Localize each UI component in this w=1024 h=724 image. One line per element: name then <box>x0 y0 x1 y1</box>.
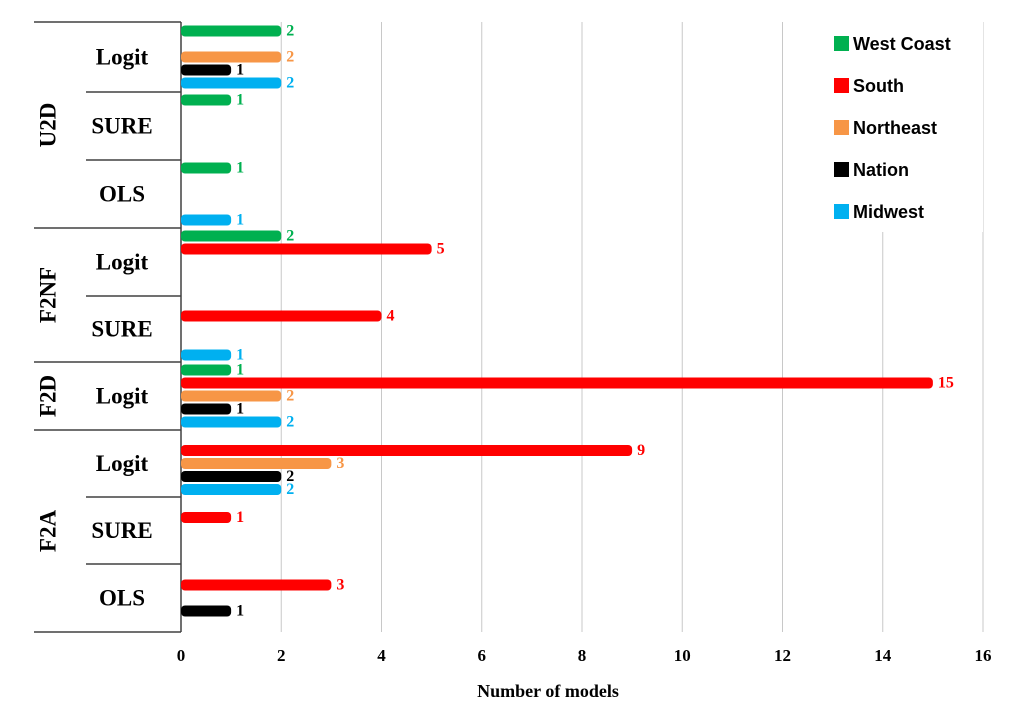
data-label: 2 <box>286 23 294 40</box>
category-label: Logit <box>96 250 149 275</box>
category-label: SURE <box>91 317 152 342</box>
legend-label: Nation <box>853 160 909 180</box>
bar <box>181 214 232 226</box>
bar <box>181 94 232 106</box>
data-label: 2 <box>286 414 294 431</box>
data-label: 9 <box>637 442 645 459</box>
legend-label: South <box>853 76 904 96</box>
category-label: Logit <box>96 45 149 70</box>
group-label: F2NF <box>36 267 61 323</box>
group-label: U2D <box>36 103 61 148</box>
bar <box>181 162 232 174</box>
data-label: 3 <box>336 577 344 594</box>
data-label: 1 <box>236 401 244 418</box>
x-tick-label: 14 <box>874 646 892 665</box>
bar <box>181 64 232 76</box>
legend-label: West Coast <box>853 34 951 54</box>
bar <box>181 445 633 456</box>
legend-label: Northeast <box>853 118 937 138</box>
bar <box>181 77 282 89</box>
bar <box>181 403 232 415</box>
x-tick-label: 12 <box>774 646 791 665</box>
x-tick-label: 8 <box>578 646 587 665</box>
bar <box>181 25 282 37</box>
data-label: 2 <box>286 49 294 66</box>
x-axis-ticks: 0 2 4 6 8 10 12 14 16 <box>177 646 992 665</box>
group-label: F2A <box>36 510 61 553</box>
legend-swatch <box>834 36 849 51</box>
legend-swatch <box>834 204 849 219</box>
bar <box>181 579 332 591</box>
legend-swatch <box>834 162 849 177</box>
data-label: 2 <box>286 468 294 485</box>
legend-label: Midwest <box>853 202 924 222</box>
group-label: F2D <box>36 375 61 417</box>
category-label: SURE <box>91 518 152 543</box>
category-axis-frame: U2D F2NF F2D F2A Logit SURE OLS Logit SURE Logit L… <box>34 21 182 633</box>
x-tick-label: 10 <box>674 646 691 665</box>
x-axis-title: Number of models <box>477 681 619 701</box>
bar <box>181 471 282 482</box>
bar <box>181 364 232 376</box>
bar <box>181 416 282 428</box>
bar <box>181 484 282 495</box>
legend-swatch <box>834 78 849 93</box>
data-label: 1 <box>236 160 244 177</box>
data-label: 1 <box>236 62 244 79</box>
data-label: 2 <box>286 388 294 405</box>
data-label: 5 <box>437 241 445 258</box>
x-tick-label: 2 <box>277 646 286 665</box>
bar <box>181 512 232 523</box>
bar <box>181 605 232 617</box>
bar <box>181 51 282 63</box>
data-label: 2 <box>286 481 294 498</box>
data-label: 15 <box>938 375 954 392</box>
data-label: 1 <box>236 347 244 364</box>
x-tick-label: 4 <box>377 646 386 665</box>
bar-series <box>181 25 933 617</box>
bar <box>181 230 282 242</box>
bar <box>181 377 933 389</box>
legend: West Coast South Northeast Nation Midwest <box>815 22 983 232</box>
data-label: 2 <box>286 228 294 245</box>
legend-swatch <box>834 120 849 135</box>
bar <box>181 458 332 469</box>
data-label: 1 <box>236 212 244 229</box>
x-tick-label: 16 <box>975 646 992 665</box>
data-label: 4 <box>387 308 395 325</box>
data-label: 1 <box>236 509 244 526</box>
x-tick-label: 6 <box>478 646 487 665</box>
category-label: Logit <box>96 384 149 409</box>
category-label: Logit <box>96 451 149 476</box>
x-tick-label: 0 <box>177 646 186 665</box>
data-label: 1 <box>236 362 244 379</box>
bar <box>181 310 382 322</box>
category-label: SURE <box>91 114 152 139</box>
data-label: 1 <box>236 92 244 109</box>
category-label: OLS <box>99 586 145 611</box>
bar <box>181 390 282 402</box>
bar <box>181 349 232 361</box>
data-label: 2 <box>286 75 294 92</box>
data-label: 1 <box>236 603 244 620</box>
data-label: 3 <box>336 455 344 472</box>
category-label: OLS <box>99 182 145 207</box>
bar <box>181 243 432 255</box>
